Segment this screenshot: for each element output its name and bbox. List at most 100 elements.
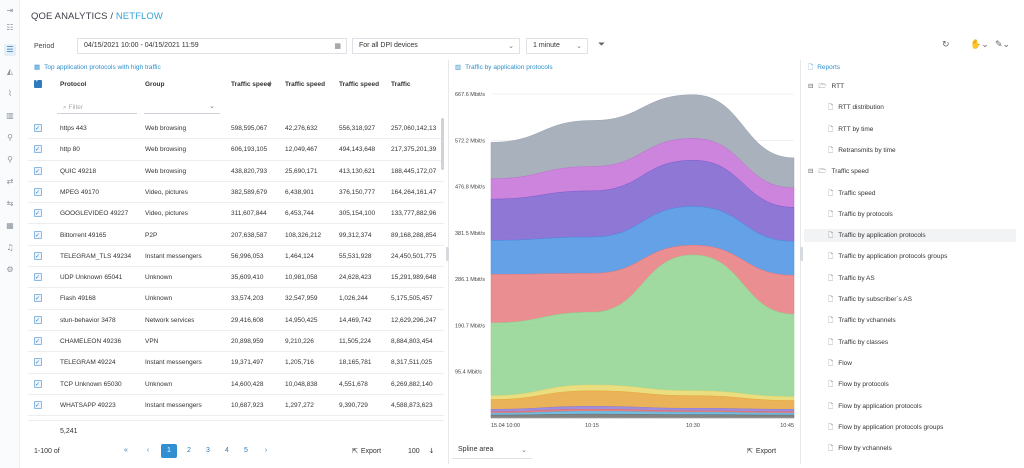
prev-page-button[interactable]: ‹ bbox=[146, 447, 150, 454]
collapse-toggle-icon[interactable]: ⊟ bbox=[808, 167, 814, 176]
tree-folder[interactable]: ⊟ 🗁 Traffic speed bbox=[808, 165, 869, 178]
refresh-icon[interactable]: ↻ bbox=[942, 40, 950, 50]
table-row[interactable]: TCP Unknown 65030 Unknown 14,600,428 10,048… bbox=[28, 374, 444, 395]
page-1-button[interactable]: 1 bbox=[161, 444, 177, 458]
tree-item[interactable]: 🗋 RTT by time bbox=[804, 123, 1016, 136]
arrows-2-icon[interactable]: ⇆ bbox=[6, 199, 14, 208]
tree-item[interactable]: 🗋 Flow by application protocols groups bbox=[804, 421, 1016, 434]
bar-chart-icon[interactable]: ▥ bbox=[6, 111, 14, 120]
table-row[interactable]: GOOGLEVIDEO 49227 Video, pictures 311,607,… bbox=[28, 203, 444, 225]
col-traffic-speed-3[interactable]: Traffic speed bbox=[339, 81, 380, 88]
collapse-icon[interactable]: ⇥ bbox=[6, 6, 14, 15]
row-checkbox[interactable] bbox=[34, 379, 42, 388]
row-checkbox[interactable] bbox=[34, 187, 42, 196]
table-cell: GOOGLEVIDEO 49227 bbox=[60, 210, 129, 218]
col-traffic-speed-2[interactable]: Traffic speed bbox=[285, 81, 326, 88]
tree-item[interactable]: 🗋 Traffic by application protocols bbox=[804, 229, 1016, 243]
first-page-button[interactable]: « bbox=[124, 447, 128, 454]
group-filter-select[interactable]: ⌄ bbox=[144, 100, 220, 114]
table-row[interactable]: UDP Unknown 65041 Unknown 35,609,410 10,981… bbox=[28, 267, 444, 289]
traffic-area-chart[interactable]: 667.6 Mbit/s 572.2 Mbit/s 476.8 Mbit/s 381.… bbox=[452, 80, 796, 440]
brush-tool-icon[interactable]: ✎⌄ bbox=[995, 40, 1011, 50]
tree-item[interactable]: 🗋 Traffic by classes bbox=[804, 336, 1016, 349]
bell-icon[interactable]: ♫ bbox=[6, 243, 14, 252]
col-traffic-speed[interactable]: Traffic speed bbox=[231, 81, 272, 88]
table-row[interactable]: TELEGRAM_TLS 49234 Instant messengers 56,9… bbox=[28, 246, 444, 268]
select-all-checkbox[interactable] bbox=[34, 77, 42, 88]
row-checkbox[interactable] bbox=[34, 209, 42, 218]
period-picker[interactable]: 04/15/2021 10:00 - 04/15/2021 11:59 ▦ bbox=[77, 38, 347, 54]
table-export-button[interactable]: ⇱ Export bbox=[352, 447, 381, 455]
protocol-filter-input[interactable]: ⌕ Filter bbox=[57, 100, 137, 114]
table-row[interactable]: https 443 Web browsing 598,595,067 42,276,6… bbox=[28, 118, 444, 140]
row-checkbox[interactable] bbox=[34, 358, 42, 367]
row-checkbox[interactable] bbox=[34, 294, 42, 303]
collapse-toggle-icon[interactable]: ⊟ bbox=[808, 82, 814, 90]
row-checkbox[interactable] bbox=[34, 273, 42, 282]
arrows-icon[interactable]: ⇄ bbox=[6, 177, 14, 186]
tree-item[interactable]: 🗋 Traffic by vchannels bbox=[804, 314, 1016, 327]
tree-item[interactable]: 🗋 Flow bbox=[804, 357, 1016, 370]
splitter-handle[interactable] bbox=[446, 247, 449, 261]
antenna-icon[interactable]: ⚲ bbox=[7, 133, 13, 142]
row-checkbox[interactable] bbox=[34, 251, 42, 260]
chart-type-select[interactable]: Spline area ⌄ bbox=[452, 443, 532, 459]
menu-icon[interactable]: ☰ bbox=[4, 44, 16, 56]
period-label: Period bbox=[34, 43, 55, 50]
tree-item[interactable]: 🗋 RTT distribution bbox=[804, 101, 1016, 114]
tree-item[interactable]: 🗋 Traffic by AS bbox=[804, 272, 1016, 285]
tree-item[interactable]: 🗋 Traffic speed bbox=[804, 187, 1016, 200]
row-checkbox[interactable] bbox=[34, 315, 42, 324]
list-icon[interactable]: ☷ bbox=[6, 23, 14, 32]
table-row[interactable]: MPEG 49170 Video, pictures 382,589,679 6,43… bbox=[28, 182, 444, 204]
table-row[interactable]: CHAMELEON 49236 VPN 20,898,959 9,210,226 11,… bbox=[28, 331, 444, 353]
row-checkbox[interactable] bbox=[34, 124, 42, 132]
devices-select[interactable]: For all DPI devices ⌄ bbox=[352, 38, 520, 54]
area-series[interactable] bbox=[490, 413, 795, 419]
table-scrollbar[interactable] bbox=[441, 118, 444, 170]
tree-item[interactable]: 🗋 Retransmits by time bbox=[804, 144, 1016, 157]
tree-item[interactable]: 🗋 Traffic by subscriber`s AS bbox=[804, 293, 1016, 306]
col-traffic[interactable]: Traffic bbox=[391, 81, 411, 88]
page-4-button[interactable]: 4 bbox=[225, 447, 229, 454]
hand-tool-icon[interactable]: ✋⌄ bbox=[970, 40, 989, 50]
sort-icon[interactable]: ▾ bbox=[268, 82, 272, 89]
page-5-button[interactable]: 5 bbox=[244, 447, 248, 454]
chart-export-button[interactable]: ⇱ Export bbox=[747, 447, 776, 455]
splitter-handle[interactable] bbox=[800, 247, 803, 261]
page-2-button[interactable]: 2 bbox=[187, 447, 191, 454]
interval-select[interactable]: 1 minute ⌄ bbox=[526, 38, 588, 54]
tree-folder[interactable]: ⊟ 🗁 RTT bbox=[808, 80, 844, 93]
document-icon: 🗋 bbox=[828, 188, 834, 197]
tree-item[interactable]: 🗋 Flow by application protocols bbox=[804, 400, 1016, 413]
tree-item[interactable]: 🗋 Traffic by protocols bbox=[804, 208, 1016, 221]
chart-icon[interactable]: ◭ bbox=[6, 67, 14, 76]
row-checkbox[interactable] bbox=[34, 400, 42, 409]
table-row[interactable]: QUIC 49218 Web browsing 438,820,793 25,690,… bbox=[28, 161, 444, 182]
col-protocol[interactable]: Protocol bbox=[60, 81, 87, 88]
tree-item[interactable]: 🗋 Traffic by application protocols groups bbox=[804, 250, 1016, 263]
antenna-2-icon[interactable]: ⚲ bbox=[7, 155, 13, 164]
table-row[interactable]: http 80 Web browsing 606,193,105 12,049,467… bbox=[28, 139, 444, 161]
table-row[interactable]: stun-behavior 3478 Network services 29,416… bbox=[28, 310, 444, 331]
tree-item[interactable]: 🗋 Flow by protocols bbox=[804, 378, 1016, 391]
line-chart-icon[interactable]: ⌇ bbox=[8, 89, 12, 98]
col-group[interactable]: Group bbox=[145, 81, 165, 88]
table-row[interactable]: TELEGRAM 49224 Instant messengers 19,371,4… bbox=[28, 352, 444, 374]
table-row[interactable]: Bittorrent 49165 P2P 207,638,587 108,326,21… bbox=[28, 225, 444, 246]
grid-icon[interactable]: ▦ bbox=[6, 221, 14, 230]
calendar-icon[interactable]: ▦ bbox=[334, 42, 341, 50]
table-row[interactable]: WHATSAPP 49223 Instant messengers 10,687,9… bbox=[28, 395, 444, 417]
x-tick-label: 10:30 bbox=[686, 423, 700, 429]
row-checkbox[interactable] bbox=[34, 166, 42, 175]
page-size-select[interactable]: 100 ↓ bbox=[408, 447, 435, 455]
table-row[interactable]: Flash 49168 Unknown 33,574,203 32,547,959 1,… bbox=[28, 288, 444, 310]
settings-icon[interactable]: ⚙ bbox=[6, 265, 14, 274]
page-3-button[interactable]: 3 bbox=[206, 447, 210, 454]
row-checkbox[interactable] bbox=[34, 230, 42, 239]
next-page-button[interactable]: › bbox=[264, 447, 268, 454]
row-checkbox[interactable] bbox=[34, 145, 42, 154]
row-checkbox[interactable] bbox=[34, 337, 42, 345]
tree-item[interactable]: 🗋 Flow by vchannels bbox=[804, 442, 1016, 455]
filter-icon[interactable]: ⏷ bbox=[598, 40, 606, 50]
